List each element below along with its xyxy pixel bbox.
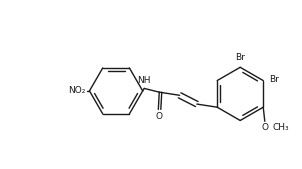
Text: CH₃: CH₃ bbox=[273, 123, 289, 132]
Text: NH: NH bbox=[137, 76, 150, 85]
Text: Br: Br bbox=[269, 75, 279, 83]
Text: NO₂: NO₂ bbox=[68, 86, 85, 95]
Text: Br: Br bbox=[235, 53, 245, 62]
Text: O: O bbox=[156, 112, 163, 121]
Text: O: O bbox=[261, 123, 268, 132]
